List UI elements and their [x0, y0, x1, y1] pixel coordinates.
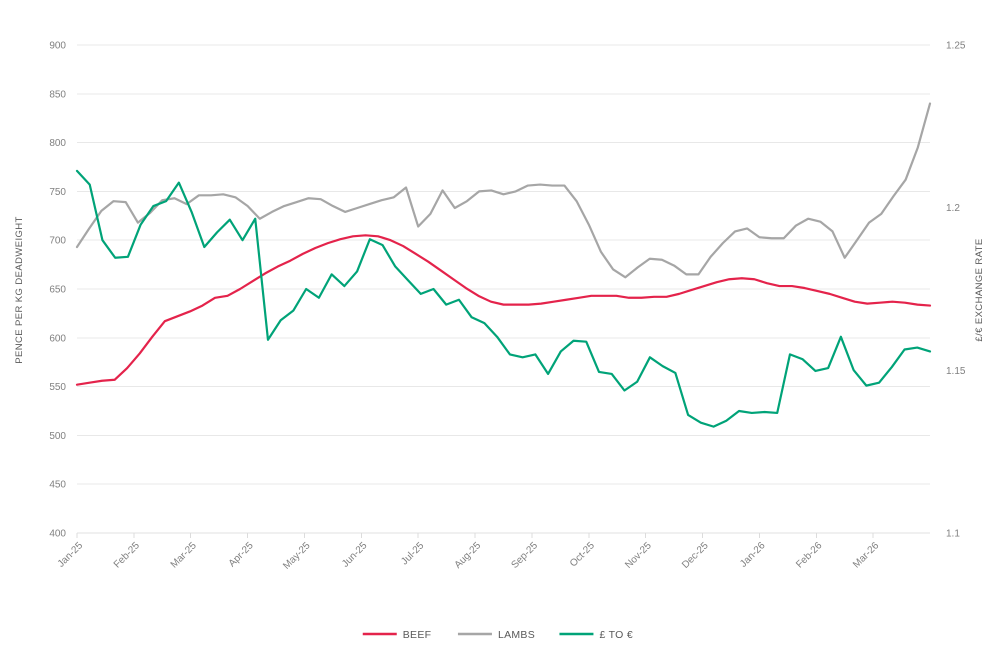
x-axis-tick-label: Mar-25	[169, 540, 199, 570]
y-axis-right-tick-label: 1.1	[946, 529, 960, 540]
y-axis-left-tick-label: 400	[49, 529, 66, 540]
x-axis-tick-label: Oct-25	[568, 540, 597, 569]
x-axis-tick-label: Feb-26	[794, 540, 824, 570]
y-axis-left-tick-label: 450	[49, 480, 66, 491]
y-axis-left-tick-label: 700	[49, 236, 66, 247]
x-axis-tick-label: Apr-25	[227, 540, 256, 569]
y-axis-right-title: £/€ EXCHANGE RATE	[974, 238, 985, 341]
x-axis-tick-label: Dec-25	[680, 540, 711, 571]
series-line-lambs	[75, 102, 932, 279]
y-axis-left-tick-label: 500	[49, 431, 66, 442]
x-axis-tick-label: Nov-25	[623, 540, 654, 571]
y-axis-left-tick-label: 550	[49, 382, 66, 393]
y-axis-left-ticks: 400 450 500 550 600 650 700 750 800 850 900	[49, 41, 66, 540]
x-axis-tick-label: Jun-25	[340, 540, 370, 570]
legend-item-lambs[interactable]: LAMBS	[457, 629, 535, 641]
x-axis-tick-label: May-25	[281, 540, 313, 572]
series-line-beef	[75, 234, 932, 386]
x-axis-tick-label: Feb-25	[112, 540, 142, 570]
x-axis-tick-label: Jan-25	[56, 540, 86, 570]
y-axis-left-tick-label: 600	[49, 333, 66, 344]
y-axis-right-ticks: 1.1 1.15 1.2 1.25	[946, 41, 966, 540]
x-axis-tick-label: Jul-25	[399, 540, 426, 567]
x-axis-tick-label: Jan-26	[738, 540, 768, 570]
series-line-to	[75, 169, 932, 428]
y-axis-left-tick-label: 800	[49, 138, 66, 149]
series-group	[75, 102, 932, 428]
y-axis-left-tick-label: 850	[49, 89, 66, 100]
x-axis-tick-label: Aug-25	[453, 540, 484, 571]
y-axis-right-tick-label: 1.2	[946, 203, 960, 214]
y-axis-left-tick-label: 900	[49, 41, 66, 52]
legend-label: £ TO €	[599, 629, 633, 641]
chart-legend: BEEF LAMBS £ TO €	[362, 629, 633, 641]
y-axis-right-tick-label: 1.15	[946, 366, 966, 377]
legend-item-beef[interactable]: BEEF	[362, 629, 432, 641]
gridlines-group	[77, 44, 930, 534]
y-axis-left-tick-label: 650	[49, 285, 66, 296]
y-axis-right-tick-label: 1.25	[946, 41, 966, 52]
y-axis-left-title: PENCE PER KG DEADWEIGHT	[14, 216, 25, 364]
x-axis-ticks: Jan-25 Feb-25 Mar-25 Apr-25 May-25 Jun-25 Jul-…	[56, 533, 882, 572]
x-axis-tick-label: Sep-25	[509, 540, 540, 571]
legend-label: BEEF	[403, 629, 432, 641]
legend-label: LAMBS	[498, 629, 535, 641]
y-axis-left-tick-label: 750	[49, 187, 66, 198]
x-axis-tick-label: Mar-26	[851, 540, 881, 570]
legend-item-to[interactable]: £ TO €	[559, 629, 633, 641]
